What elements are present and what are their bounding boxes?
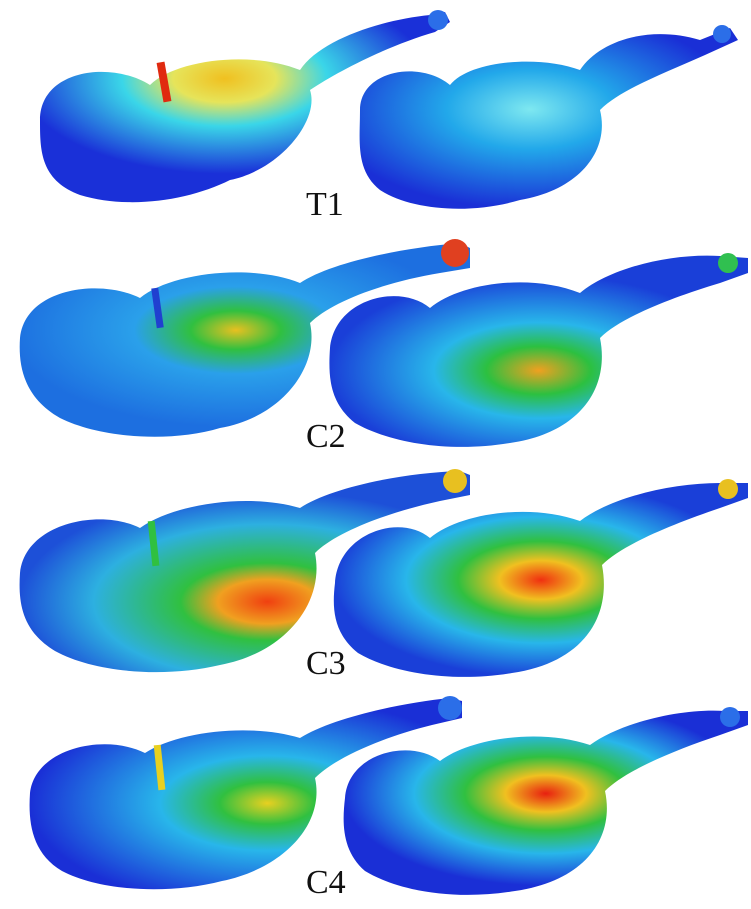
violin-pair-c4 [29, 696, 748, 895]
violin-back-t1 [359, 25, 738, 209]
violin-back-c2 [329, 253, 748, 447]
panel-c3: C3 [0, 453, 751, 683]
mode-label-c2: C2 [302, 420, 350, 454]
violin-back-c4 [343, 707, 748, 895]
violin-front-c4 [29, 696, 463, 890]
violin-pair-t1 [40, 10, 738, 209]
panel-c4: C4 [0, 683, 751, 909]
panel-c2: C2 [0, 228, 751, 454]
violin-pair-c2 [19, 239, 748, 447]
violin-back-c3 [333, 479, 748, 677]
violin-front-t1 [40, 10, 450, 203]
mode-label-c3: C3 [302, 647, 350, 681]
violin-pair-c3 [19, 469, 748, 677]
panel-t1: T1 [0, 0, 751, 228]
violin-front-c3 [19, 469, 470, 673]
mode-label-c4: C4 [302, 866, 350, 900]
mode-label-t1: T1 [302, 188, 348, 222]
violin-front-c2 [19, 239, 470, 437]
